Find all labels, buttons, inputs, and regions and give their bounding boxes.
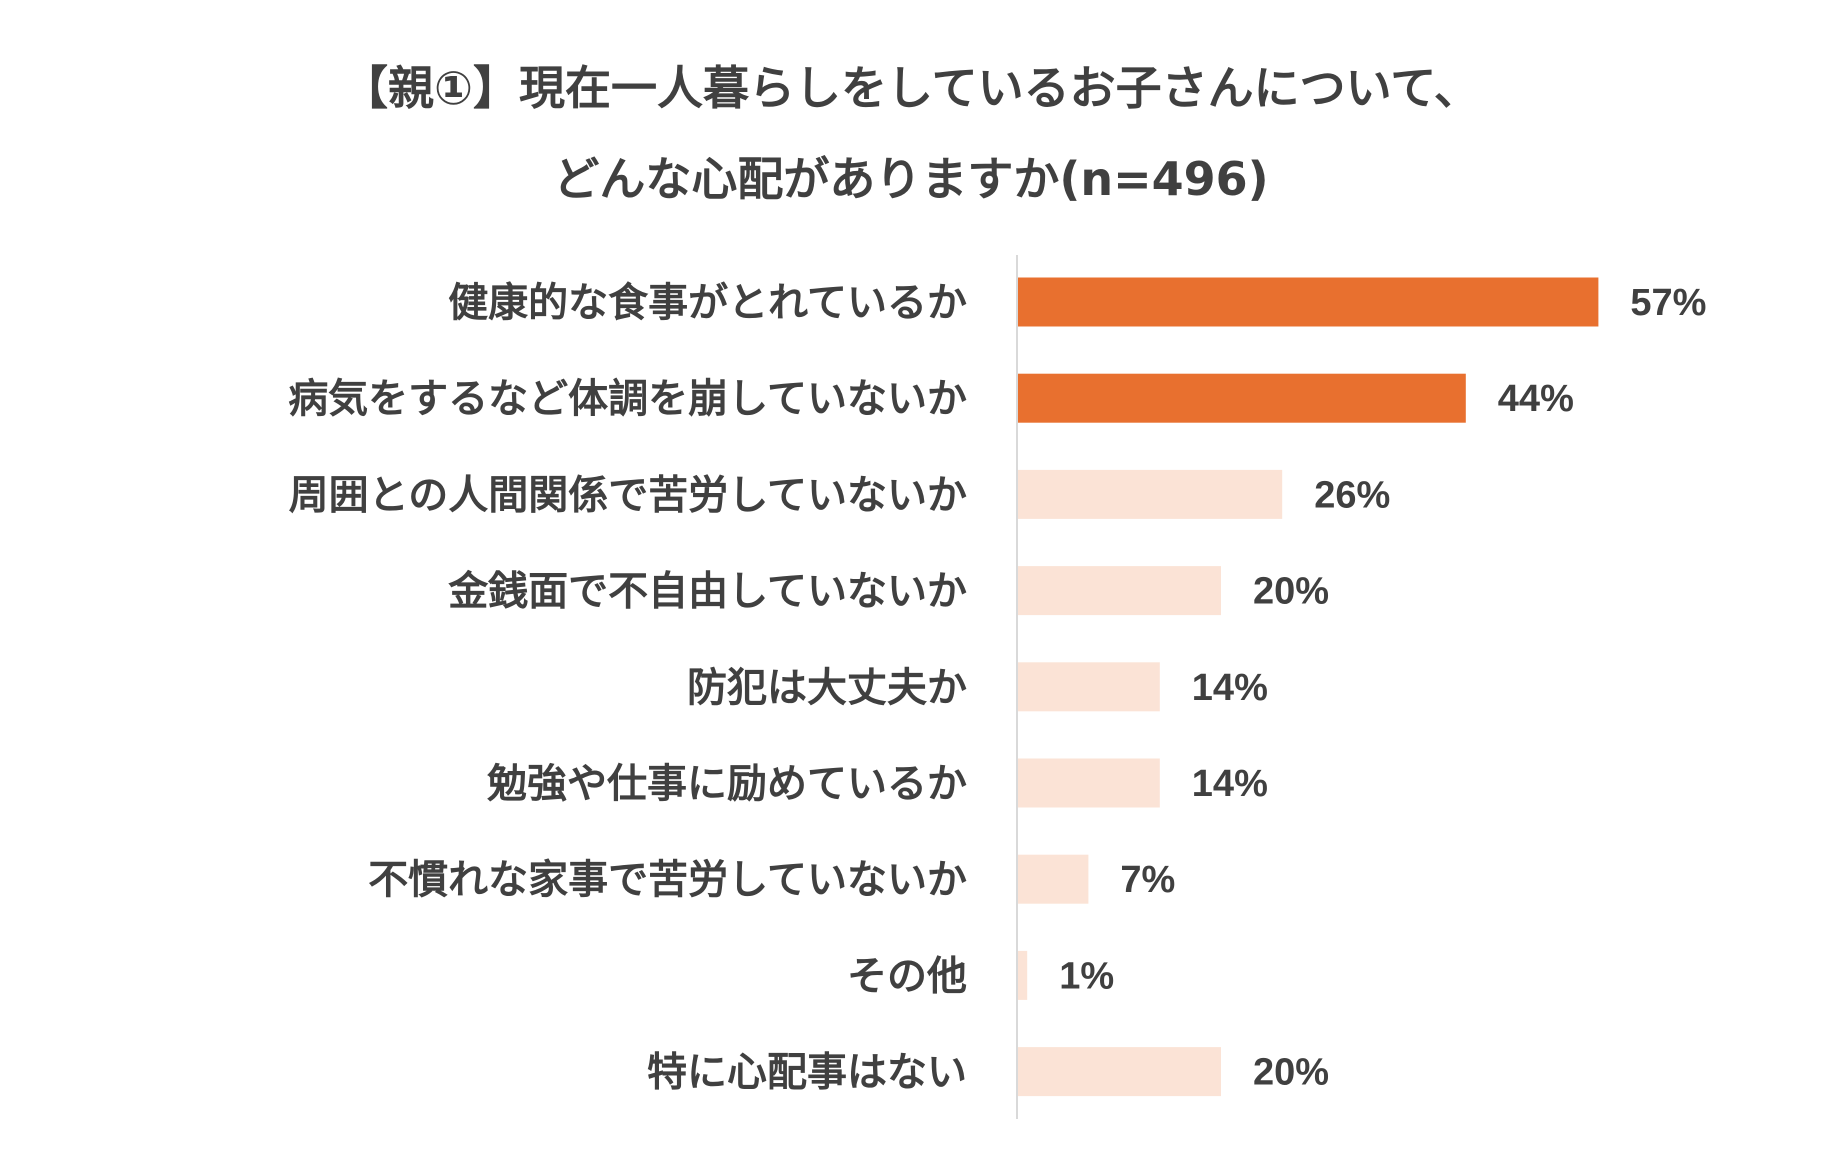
category-label: 特に心配事はない (647, 1050, 967, 1096)
value-label: 14% (1192, 763, 1268, 805)
category-label: 防犯は大丈夫か (687, 665, 967, 711)
category-label: 不慣れな家事で苦労していないか (368, 857, 967, 903)
category-label: 勉強や仕事に励めているか (487, 761, 967, 807)
value-label: 20% (1253, 1052, 1329, 1094)
value-label: 20% (1253, 571, 1329, 613)
bar (1017, 758, 1160, 808)
bar (1017, 566, 1221, 616)
chart-title-line-2: どんな心配がありますか(n=496) (553, 152, 1269, 206)
category-label: 周囲との人間関係で苦労していないか (289, 472, 967, 518)
bar (1017, 277, 1599, 327)
chart-title-line-1: 【親①】現在一人暮らしをしているお子さんについて、 (342, 61, 1480, 115)
value-label: 1% (1059, 955, 1114, 997)
bar (1017, 950, 1028, 1000)
bar (1017, 662, 1160, 712)
category-label: その他 (847, 953, 967, 999)
value-label: 57% (1630, 282, 1706, 324)
value-label: 26% (1314, 474, 1390, 516)
category-label: 健康的な食事がとれているか (448, 280, 967, 326)
bar (1017, 1047, 1221, 1097)
value-label: 7% (1120, 859, 1175, 901)
value-label: 14% (1192, 667, 1268, 709)
category-label: 病気をするなど体調を崩していないか (288, 376, 967, 422)
value-label: 44% (1498, 378, 1574, 420)
category-label: 金銭面で不自由していないか (447, 569, 967, 615)
bar (1017, 469, 1283, 519)
bar (1017, 373, 1466, 423)
bar (1017, 854, 1089, 904)
